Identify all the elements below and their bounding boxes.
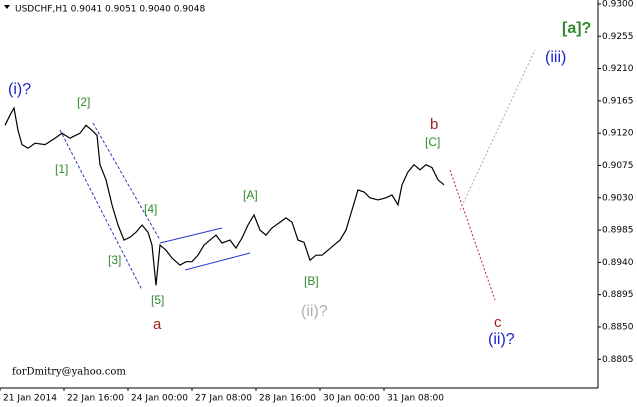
y-tick-label: 0.9300 bbox=[602, 0, 634, 9]
x-tick-label: 30 Jan 00:00 bbox=[323, 394, 380, 404]
wave-label: (ii)? bbox=[488, 331, 515, 348]
y-tick-label: 0.9120 bbox=[602, 129, 634, 139]
wave-label: [2] bbox=[77, 95, 90, 109]
y-tick-label: 0.8805 bbox=[602, 355, 634, 365]
channel-line bbox=[159, 227, 223, 244]
y-tick-label: 0.9030 bbox=[602, 193, 634, 203]
y-tick-label: 0.9255 bbox=[602, 32, 634, 42]
wave-label: [a]? bbox=[562, 20, 591, 37]
chart-title: USDCHF,H1 0.9041 0.9051 0.9040 0.9048 bbox=[15, 5, 205, 15]
price-line bbox=[4, 106, 445, 286]
y-tick-label: 0.8940 bbox=[602, 258, 634, 268]
y-tick-label: 0.9075 bbox=[602, 161, 634, 171]
wave-line bbox=[92, 122, 161, 241]
y-tick-label: 0.8895 bbox=[602, 290, 634, 300]
y-tick-label: 0.8850 bbox=[602, 322, 634, 332]
x-tick-label: 24 Jan 00:00 bbox=[131, 394, 188, 404]
wave-label: [A] bbox=[243, 188, 258, 202]
x-tick-label: 22 Jan 16:00 bbox=[67, 394, 124, 404]
x-tick-label: 27 Jan 08:00 bbox=[195, 394, 252, 404]
wave-label: (ii)? bbox=[301, 303, 328, 320]
wave-label: [B] bbox=[304, 274, 319, 288]
wave-label: [5] bbox=[151, 293, 164, 307]
wave-label: [C] bbox=[425, 135, 440, 149]
wave-label: [4] bbox=[144, 202, 157, 216]
x-tick-label: 21 Jan 2014 bbox=[3, 394, 57, 404]
forecast-line bbox=[459, 49, 536, 211]
wave-label: (iii) bbox=[545, 49, 566, 66]
y-tick-label: 0.8985 bbox=[602, 226, 634, 236]
watermark: forDmitry@yahoo.com bbox=[12, 367, 126, 378]
x-tick-label: 31 Jan 08:00 bbox=[387, 394, 444, 404]
wave-label: c bbox=[494, 314, 502, 331]
y-tick-label: 0.9210 bbox=[602, 64, 634, 74]
channel-line bbox=[184, 252, 251, 271]
menu-arrow bbox=[4, 5, 10, 9]
forecast-line bbox=[449, 169, 496, 301]
wave-label: (i)? bbox=[8, 81, 31, 98]
y-tick-label: 0.9165 bbox=[602, 96, 634, 106]
wave-label: [1] bbox=[55, 162, 68, 176]
wave-label: [3] bbox=[108, 253, 121, 267]
wave-label: a bbox=[153, 316, 162, 333]
wave-label: b bbox=[430, 116, 438, 133]
x-tick-label: 28 Jan 16:00 bbox=[259, 394, 316, 404]
